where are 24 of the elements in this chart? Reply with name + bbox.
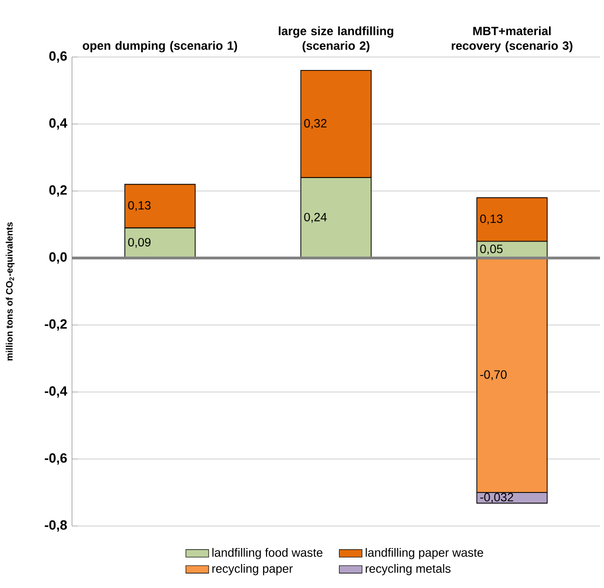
x-tick-label: MBT+material recovery (scenario 3) [452, 26, 572, 52]
data-label: 0,24 [304, 212, 327, 223]
legend-label: recycling paper [212, 564, 293, 576]
data-label: -0,70 [480, 370, 507, 380]
y-tick-label: -0,2 [44, 319, 67, 331]
y-tick-label: -0,6 [44, 453, 67, 465]
y-axis-title: million tons of CO$_{2}$-equivalents [6, 222, 14, 360]
y-tick-label: 0,0 [49, 252, 67, 264]
data-label: -0,032 [480, 492, 514, 503]
y-tick-label: 0,6 [49, 51, 67, 63]
y-tick-label: -0,4 [44, 386, 68, 398]
data-label: 0,13 [480, 214, 503, 224]
data-label: 0,13 [128, 201, 151, 212]
data-label: 0,32 [304, 119, 326, 129]
data-label: 0,05 [480, 244, 503, 255]
data-label: 0,09 [128, 238, 151, 248]
y-tick-label: 0,2 [49, 185, 67, 197]
legend-label: recycling metals [366, 564, 451, 576]
legend-label: landfilling paper waste [366, 548, 484, 560]
x-tick-label: open dumping (scenario 1) [82, 41, 238, 52]
y-tick-label: 0,4 [49, 118, 68, 130]
y-tick-label: -0,8 [44, 520, 67, 532]
legend-label: landfilling food waste [212, 548, 322, 560]
x-tick-label: large size landfilling (scenario 2) [278, 26, 394, 52]
